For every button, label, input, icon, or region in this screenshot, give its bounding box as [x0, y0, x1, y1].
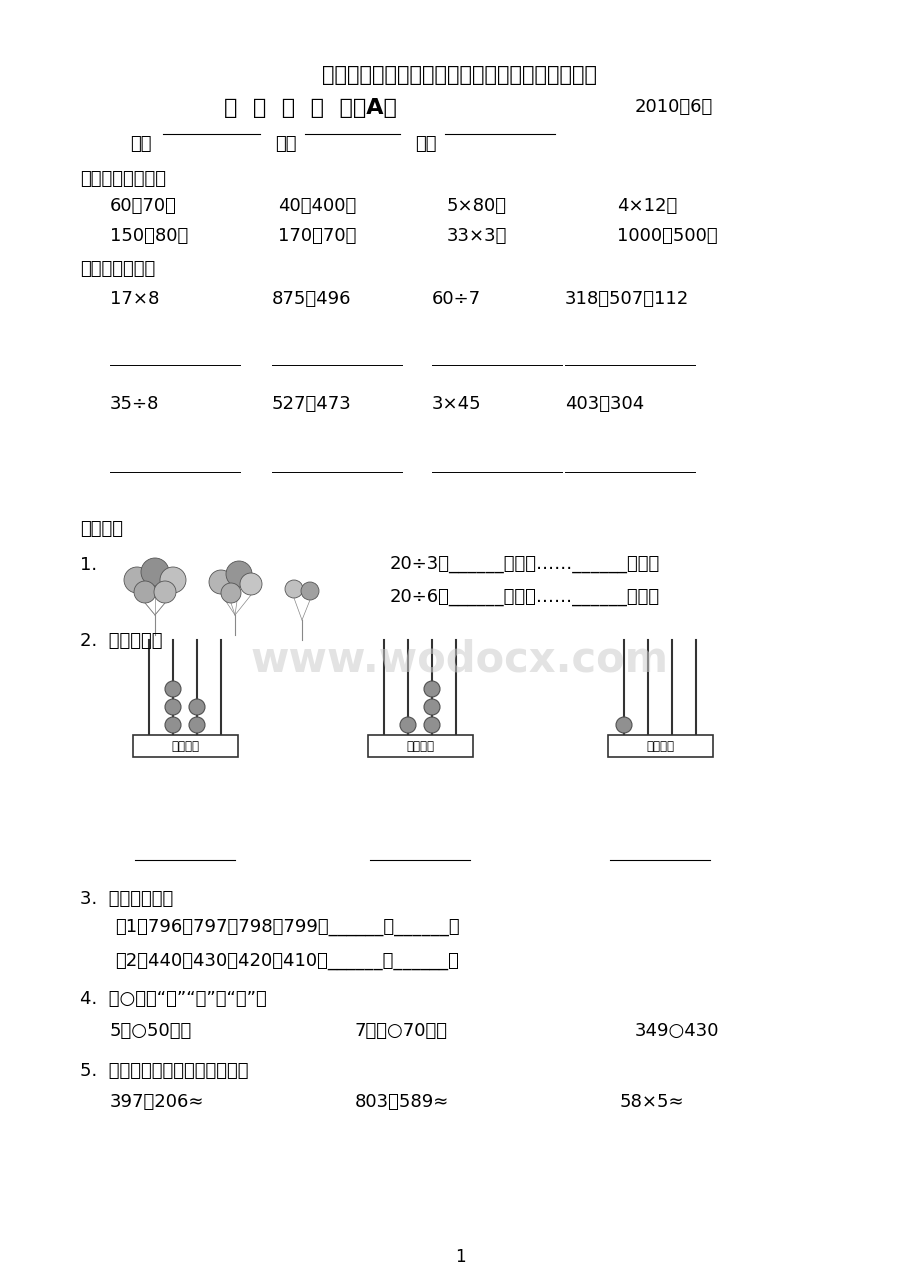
- Text: 3.  按规律写数。: 3. 按规律写数。: [80, 890, 173, 908]
- Bar: [133, 736, 238, 757]
- Text: 义务教育课程标准实验教科书数学二年级（下册）: 义务教育课程标准实验教科书数学二年级（下册）: [323, 65, 596, 86]
- Text: 150－80＝: 150－80＝: [110, 227, 188, 245]
- Circle shape: [221, 584, 241, 603]
- Text: 3×45: 3×45: [432, 395, 482, 412]
- Bar: [368, 736, 472, 757]
- Circle shape: [424, 681, 439, 697]
- Text: 527＋473: 527＋473: [272, 395, 351, 412]
- Text: 60÷7: 60÷7: [432, 290, 481, 308]
- Text: 20÷3＝______（个）……______（个）: 20÷3＝______（个）……______（个）: [390, 555, 660, 573]
- Circle shape: [240, 573, 262, 595]
- Text: 千百十个: 千百十个: [171, 739, 199, 752]
- Circle shape: [424, 699, 439, 715]
- Circle shape: [616, 716, 631, 733]
- Text: 40＋400＝: 40＋400＝: [278, 197, 356, 215]
- Text: 成绩: 成绩: [414, 135, 436, 153]
- Circle shape: [134, 581, 156, 603]
- Text: 4×12＝: 4×12＝: [617, 197, 676, 215]
- Text: 二、用竖式计算: 二、用竖式计算: [80, 261, 155, 278]
- Text: 千百十个: 千百十个: [645, 739, 674, 752]
- Text: （1）796、797、798、799、______、______。: （1）796、797、798、799、______、______。: [115, 918, 460, 936]
- Text: 班级: 班级: [130, 135, 152, 153]
- Text: 397＋206≈: 397＋206≈: [110, 1093, 204, 1111]
- Text: 20÷6＝______（束）……______（个）: 20÷6＝______（束）……______（个）: [390, 587, 660, 607]
- Text: 349○430: 349○430: [634, 1022, 719, 1039]
- Circle shape: [301, 582, 319, 600]
- Text: 一、直接写出得数: 一、直接写出得数: [80, 170, 165, 188]
- Circle shape: [424, 716, 439, 733]
- Text: 5×80＝: 5×80＝: [447, 197, 506, 215]
- Text: 7分米○70毫米: 7分米○70毫米: [355, 1022, 448, 1039]
- Text: 5米○50分米: 5米○50分米: [110, 1022, 192, 1039]
- Text: www.wodocx.com: www.wodocx.com: [251, 638, 668, 681]
- Text: 2.  看图写数。: 2. 看图写数。: [80, 632, 163, 650]
- Text: 1.: 1.: [80, 555, 97, 573]
- Text: （2）440、430、420、410、______、______。: （2）440、430、420、410、______、______。: [115, 951, 459, 971]
- Text: 姓名: 姓名: [275, 135, 296, 153]
- Circle shape: [209, 570, 233, 594]
- Circle shape: [400, 716, 415, 733]
- Circle shape: [165, 716, 181, 733]
- Text: 35÷8: 35÷8: [110, 395, 159, 412]
- Text: 1: 1: [454, 1248, 465, 1266]
- Text: 2010年6月: 2010年6月: [634, 98, 712, 116]
- Text: 403－304: 403－304: [564, 395, 643, 412]
- Text: 千百十个: 千百十个: [405, 739, 434, 752]
- Circle shape: [160, 567, 186, 593]
- Text: 875－496: 875－496: [272, 290, 351, 308]
- Text: 58×5≈: 58×5≈: [619, 1093, 684, 1111]
- Bar: [607, 736, 712, 757]
- Text: 60＋70＝: 60＋70＝: [110, 197, 176, 215]
- Circle shape: [141, 558, 169, 586]
- Circle shape: [226, 561, 252, 587]
- Text: 三、填空: 三、填空: [80, 520, 123, 538]
- Circle shape: [188, 699, 205, 715]
- Text: 318＋507＋112: 318＋507＋112: [564, 290, 688, 308]
- Text: 17×8: 17×8: [110, 290, 159, 308]
- Text: 5.  下面各题的得数大约是几百？: 5. 下面各题的得数大约是几百？: [80, 1062, 248, 1080]
- Circle shape: [188, 716, 205, 733]
- Circle shape: [124, 567, 150, 593]
- Text: 1000－500＝: 1000－500＝: [617, 227, 717, 245]
- Circle shape: [285, 580, 302, 598]
- Text: 33×3＝: 33×3＝: [447, 227, 506, 245]
- Text: 期  末  调  查  卷（A）: 期 末 调 查 卷（A）: [223, 98, 396, 117]
- Text: 170－70＝: 170－70＝: [278, 227, 356, 245]
- Circle shape: [153, 581, 176, 603]
- Text: 803－589≈: 803－589≈: [355, 1093, 448, 1111]
- Text: 4.  在○里填“＞”“＜”或“＝”。: 4. 在○里填“＞”“＜”或“＝”。: [80, 990, 267, 1008]
- Circle shape: [165, 699, 181, 715]
- Circle shape: [165, 681, 181, 697]
